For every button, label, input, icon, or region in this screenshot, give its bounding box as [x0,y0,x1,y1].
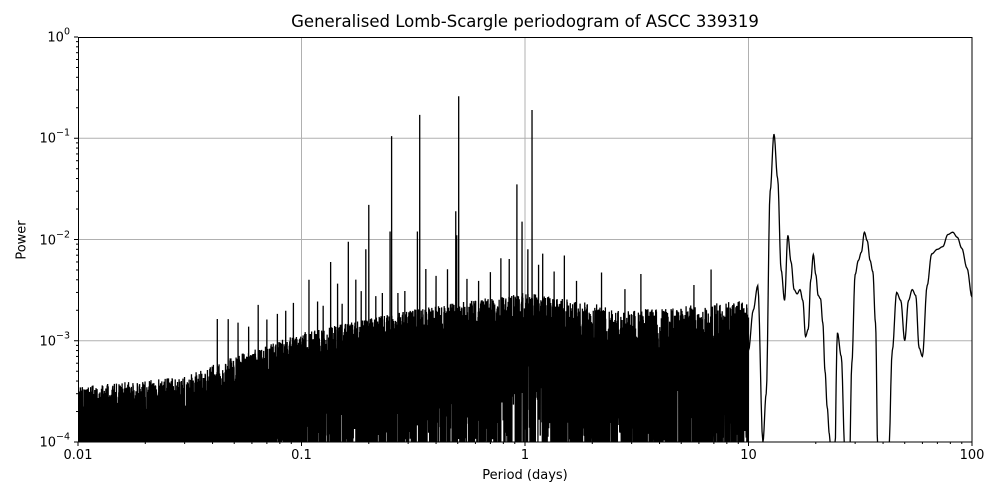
x-tick-label: 100 [959,448,985,463]
periodogram-line [78,96,972,442]
y-tick-label: 100 [47,26,70,46]
x-tick-label: 0.1 [291,448,312,463]
x-tick-label: 10 [740,448,757,463]
y-tick-label: 10−2 [39,228,70,249]
y-tick-label: 10−1 [39,127,70,147]
x-tick-label: 0.01 [63,448,93,463]
y-axis-label: Power [14,220,30,260]
x-axis-label: Period (days) [482,468,568,483]
y-tick-label: 10−4 [39,431,70,451]
y-tick-label: 10−3 [39,330,70,350]
axes-frame [78,37,973,443]
chart-title: Generalised Lomb-Scargle periodogram of … [291,12,759,31]
x-tick-label: 1 [520,448,530,463]
